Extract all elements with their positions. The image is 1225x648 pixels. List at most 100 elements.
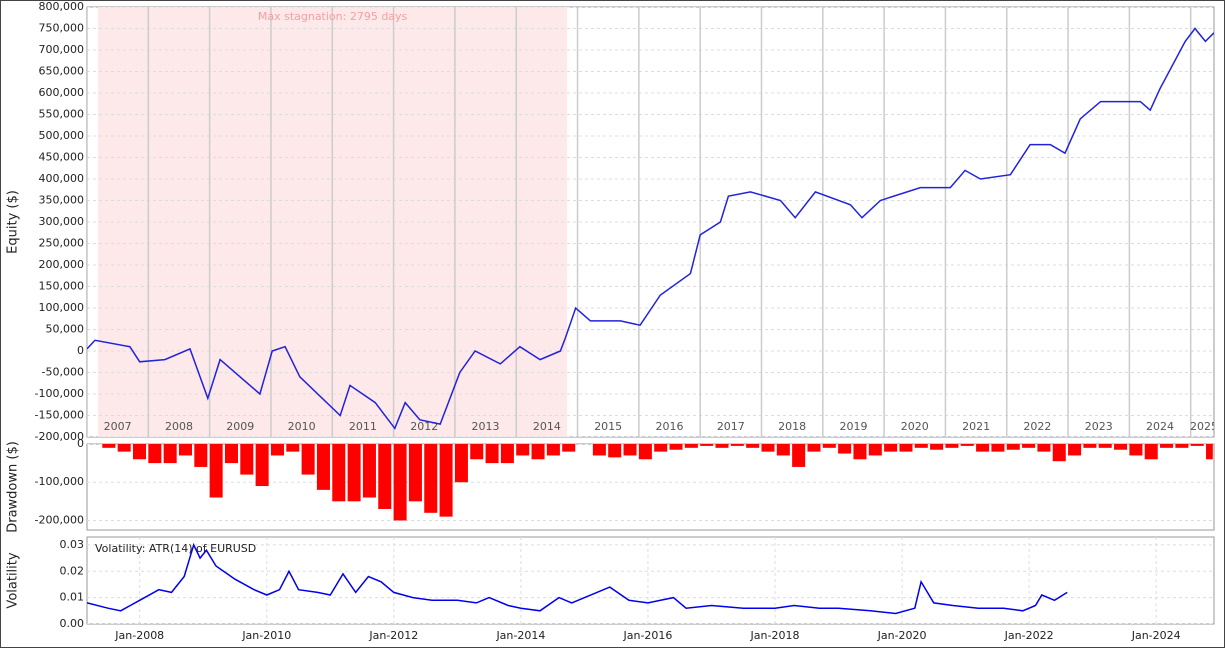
bar	[516, 444, 530, 456]
annotation: Volatility: ATR(14) of EURUSD	[95, 542, 256, 555]
y-tick-label: -100,000	[35, 387, 84, 400]
x-tick-label: 2007	[104, 420, 132, 433]
y-tick-label: 750,000	[39, 22, 85, 35]
x-tick-label: 2013	[472, 420, 500, 433]
y-tick-label: 550,000	[39, 108, 85, 121]
x-tick-label: 2020	[901, 420, 929, 433]
bar	[608, 444, 622, 458]
x-tick-label: Jan-2012	[368, 629, 418, 642]
y-tick-label: 0.03	[60, 538, 85, 551]
x-tick-label: Jan-2010	[241, 629, 291, 642]
y-tick-label: -200,000	[35, 513, 84, 526]
bar	[669, 444, 683, 450]
bar	[914, 444, 928, 448]
bar	[531, 444, 545, 460]
bar	[102, 444, 116, 448]
bar	[286, 444, 300, 452]
bar	[730, 444, 744, 446]
y-tick-label: -50,000	[42, 366, 84, 379]
bar	[546, 444, 560, 456]
bar	[439, 444, 453, 517]
bar	[347, 444, 361, 502]
bar	[132, 444, 147, 460]
bar	[562, 444, 576, 452]
x-tick-label: 2021	[962, 420, 990, 433]
bar	[1083, 444, 1097, 448]
bar	[1206, 444, 1213, 460]
x-tick-label: Jan-2016	[622, 629, 672, 642]
bar	[1098, 444, 1112, 448]
plot-clip: 2007 2008 2009 2010 2011 2012 2013 2014 2015 2016…	[87, 7, 1218, 437]
bar	[776, 444, 790, 456]
bar	[163, 444, 177, 464]
line	[87, 27, 1214, 430]
bar	[1144, 444, 1158, 460]
bar	[592, 444, 606, 456]
bar	[178, 444, 193, 456]
x-tick-label: 2014	[533, 420, 561, 433]
y-tick-label: 250,000	[39, 237, 85, 250]
bar	[960, 444, 974, 446]
x-tick-label: 2015	[594, 420, 622, 433]
bar	[807, 444, 821, 452]
x-tick-label: 2022	[1023, 420, 1051, 433]
bar	[976, 444, 990, 452]
y-tick-label: 200,000	[39, 258, 85, 271]
bar	[454, 444, 468, 483]
bar	[148, 444, 162, 464]
x-tick-label: Jan-2022	[1004, 629, 1054, 642]
bar	[1068, 444, 1082, 456]
bar	[761, 444, 775, 452]
y-tick-label: 350,000	[39, 194, 85, 207]
x-tick-label: Jan-2020	[877, 629, 927, 642]
y-tick-label: 0	[77, 437, 84, 450]
y-axis-title: Equity ($)	[6, 190, 21, 254]
x-tick-label: Jan-2024	[1131, 629, 1181, 642]
bar	[945, 444, 959, 448]
bar	[332, 444, 346, 502]
bar	[1129, 444, 1143, 456]
bar	[240, 444, 254, 475]
bar	[408, 444, 422, 502]
bar	[1006, 444, 1020, 450]
bar	[930, 444, 944, 450]
x-tick-label: Jan-2008	[114, 629, 164, 642]
y-tick-label: 0	[77, 344, 84, 357]
x-tick-label: 2024	[1146, 420, 1174, 433]
bar	[1160, 444, 1174, 448]
bar	[853, 444, 867, 460]
y-tick-label: 700,000	[39, 43, 85, 56]
y-tick-label: 450,000	[39, 151, 85, 164]
bar	[470, 444, 484, 460]
y-tick-label: 150,000	[39, 280, 85, 293]
y-tick-label: 500,000	[39, 129, 85, 142]
y-tick-label: 600,000	[39, 86, 85, 99]
x-tick-label: Jan-2018	[750, 629, 800, 642]
plot-clip	[87, 537, 1214, 624]
bar	[746, 444, 760, 448]
y-axis-title: Drawdown ($)	[6, 441, 21, 533]
y-tick-label: 800,000	[39, 0, 85, 13]
y-tick-label: 50,000	[46, 323, 85, 336]
x-tick-label: 2019	[839, 420, 867, 433]
bar	[316, 444, 330, 490]
line	[87, 542, 1068, 615]
x-tick-label: 2009	[226, 420, 254, 433]
x-tick-label: 2012	[410, 420, 438, 433]
x-tick-label: 2025	[1190, 420, 1218, 433]
bar	[270, 444, 284, 456]
bar	[301, 444, 315, 475]
bar	[654, 444, 668, 452]
y-axis-title: Volatility	[6, 552, 21, 608]
bar	[638, 444, 652, 460]
bar	[1190, 444, 1204, 446]
x-tick-label: 2018	[778, 420, 806, 433]
bar	[899, 444, 913, 452]
y-tick-label: 650,000	[39, 65, 85, 78]
bar	[715, 444, 729, 448]
plot-clip	[87, 444, 1214, 521]
bar	[500, 444, 514, 464]
bar	[1114, 444, 1128, 450]
bar	[822, 444, 836, 448]
